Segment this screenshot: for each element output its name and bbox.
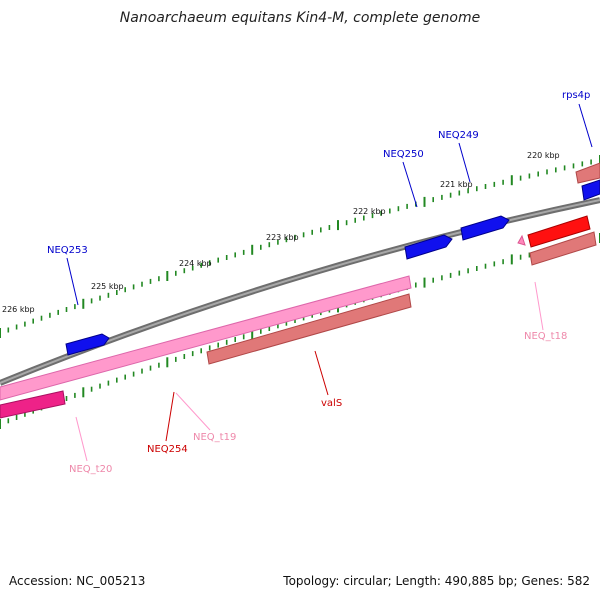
- label-neq-t18[interactable]: NEQ_t18: [524, 331, 567, 342]
- leader-neq254: [165, 391, 175, 442]
- accession-label: Accession: NC_005213: [9, 574, 146, 588]
- genome-summary: Topology: circular; Length: 490,885 bp; …: [283, 574, 590, 588]
- leader-neq250: [402, 161, 418, 208]
- label-rps4p[interactable]: rps4p: [562, 90, 590, 101]
- scale-label-222kbp: 222 kbp: [353, 207, 386, 216]
- leader-neq249: [458, 142, 471, 183]
- scale-label-221kbp: 221 kbp: [440, 180, 473, 189]
- leader-rps4p: [578, 103, 593, 148]
- feature-vals[interactable]: [206, 293, 412, 365]
- label-neq-t20[interactable]: NEQ_t20: [69, 464, 112, 475]
- feature-neq254[interactable]: [0, 390, 66, 419]
- feature-cds-right-lower[interactable]: [529, 231, 597, 266]
- label-neq253[interactable]: NEQ253: [47, 245, 88, 256]
- feature-neq249[interactable]: [460, 215, 510, 241]
- label-neq249[interactable]: NEQ249: [438, 130, 479, 141]
- feature-red-cds[interactable]: [527, 215, 591, 248]
- scale-label-220kbp: 220 kbp: [527, 151, 560, 160]
- feature-neq250[interactable]: [404, 234, 453, 260]
- label-neq254[interactable]: NEQ254: [147, 444, 188, 455]
- scale-label-223kbp: 223 kbp: [266, 233, 299, 242]
- leader-vals: [314, 350, 329, 396]
- leader-neq253: [66, 257, 79, 306]
- map-title: Nanoarchaeum equitans Kin4-M, complete g…: [119, 10, 481, 26]
- genome-backbone-highlight: [0, 199, 600, 384]
- genome-backbone: [0, 197, 600, 386]
- label-neq250[interactable]: NEQ250: [383, 149, 424, 160]
- feature-rps4p[interactable]: [575, 162, 600, 184]
- outer-tick-track: [0, 155, 600, 338]
- leader-neq-t19: [175, 392, 211, 431]
- leader-neq-t20: [75, 416, 88, 462]
- feature-cds-top-right[interactable]: [581, 179, 600, 201]
- leader-neq-t18: [534, 281, 544, 331]
- feature-neq253[interactable]: [65, 333, 110, 356]
- feature-trna-band[interactable]: [0, 275, 412, 401]
- scale-label-225kbp: 225 kbp: [91, 282, 124, 291]
- label-vals[interactable]: valS: [321, 398, 342, 409]
- scale-label-226kbp: 226 kbp: [2, 305, 35, 314]
- label-neq-t19[interactable]: NEQ_t19: [193, 432, 236, 443]
- scale-label-224kbp: 224 kbp: [179, 259, 212, 268]
- feature-neq-t18[interactable]: [517, 234, 526, 246]
